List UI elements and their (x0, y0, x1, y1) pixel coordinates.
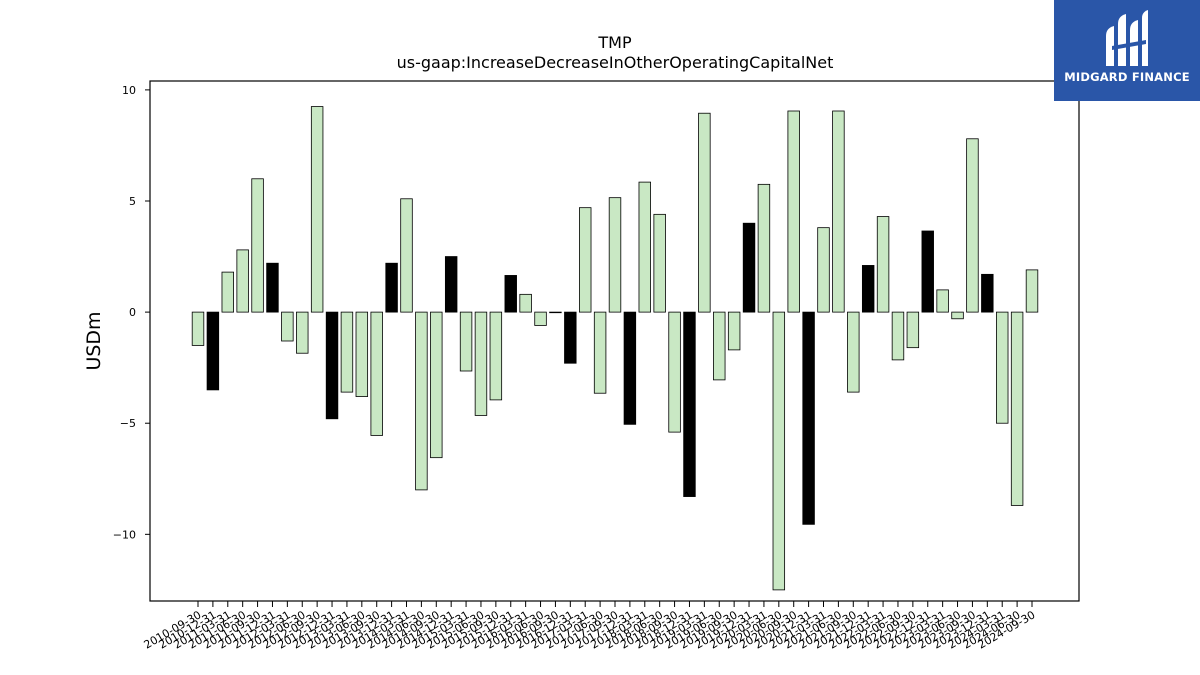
bar-2011-09-30 (251, 178, 264, 313)
bar-2011-03-31 (221, 271, 234, 313)
y-tick-label: 5 (129, 195, 136, 208)
bar-2015-09-30 (489, 311, 503, 401)
bar-2010-09-30 (191, 311, 205, 346)
bar-2012-03-31 (281, 311, 294, 342)
bar-2015-12-31 (504, 275, 517, 313)
bar-2023-06-30 (951, 311, 964, 320)
bar-2022-09-30 (906, 311, 920, 349)
bar-2018-09-30 (668, 311, 681, 433)
bar-2015-03-31 (459, 311, 473, 372)
bar-2018-03-31 (638, 181, 651, 313)
bar-2017-03-31 (579, 207, 592, 313)
bar-2022-12-31 (921, 230, 934, 313)
bar-2017-09-30 (608, 197, 622, 313)
bar-2018-06-30 (653, 213, 666, 313)
y-axis-ticks: −10 −5 0 5 10 (113, 84, 150, 541)
y-tick-label: 0 (129, 306, 136, 319)
bar-2022-06-30 (891, 311, 905, 361)
bar-2012-12-31 (325, 311, 339, 420)
bar-2012-09-30 (310, 106, 324, 313)
brand-logo: MIDGARD FINANCE (1054, 0, 1200, 101)
bar-2013-06-30 (355, 311, 369, 397)
bar-2017-06-30 (593, 311, 607, 394)
bar-2014-06-30 (415, 311, 428, 491)
midgard-logo-icon (1106, 10, 1148, 66)
bar-2016-03-31 (519, 293, 532, 313)
bar-2024-09-30 (1025, 269, 1039, 313)
x-axis-ticks: 2010-09-302010-12-312011-03-312011-06-30… (142, 601, 1038, 652)
bar-2023-03-31 (936, 289, 949, 313)
bar-2010-12-31 (206, 311, 220, 391)
y-tick-label: 10 (122, 84, 136, 97)
bar-2013-09-30 (370, 311, 383, 436)
y-tick-label: −5 (120, 417, 136, 430)
brand-name: MIDGARD FINANCE (1064, 70, 1190, 84)
bar-2020-06-30 (772, 311, 786, 591)
bar-2012-06-30 (296, 311, 309, 354)
bar-2020-03-31 (757, 183, 771, 313)
bar-2021-03-31 (817, 227, 830, 313)
bar-2019-12-31 (742, 222, 756, 313)
bar-2017-12-31 (623, 311, 637, 425)
y-axis-label: USDm (83, 311, 105, 370)
bar-2019-09-30 (727, 311, 741, 351)
bar-2022-03-31 (876, 216, 890, 313)
plot-frame (149, 80, 1080, 602)
bar-2021-09-30 (847, 311, 860, 393)
bar-2013-03-31 (340, 311, 354, 393)
y-tick-label: −10 (113, 528, 136, 541)
bars (191, 106, 1039, 591)
bar-2014-12-31 (444, 256, 458, 313)
bar-2023-12-31 (981, 273, 994, 313)
bar-2015-06-30 (474, 311, 488, 416)
bar-2024-06-30 (1010, 311, 1024, 506)
bar-2011-12-31 (266, 262, 279, 313)
bar-2014-09-30 (430, 311, 443, 459)
bar-2021-06-30 (832, 110, 845, 313)
bar-2011-06-30 (236, 249, 249, 313)
chart-title: TMP (597, 33, 632, 52)
bar-2016-12-31 (564, 311, 577, 364)
bar-2016-06-30 (534, 311, 547, 326)
bar-2024-03-31 (996, 311, 1009, 424)
chart-subtitle: us-gaap:IncreaseDecreaseInOtherOperating… (397, 53, 834, 72)
bar-2020-09-30 (787, 110, 800, 313)
bar-2018-12-31 (683, 311, 696, 497)
bar-2016-09-30 (549, 311, 562, 314)
bar-2019-03-31 (698, 112, 711, 313)
bar-2014-03-31 (400, 198, 413, 313)
bar-2023-09-30 (966, 138, 979, 313)
bar-2020-12-31 (802, 311, 815, 525)
bar-2019-06-30 (713, 311, 726, 381)
bar-2013-12-31 (385, 262, 398, 313)
bar-2021-12-31 (861, 265, 875, 313)
